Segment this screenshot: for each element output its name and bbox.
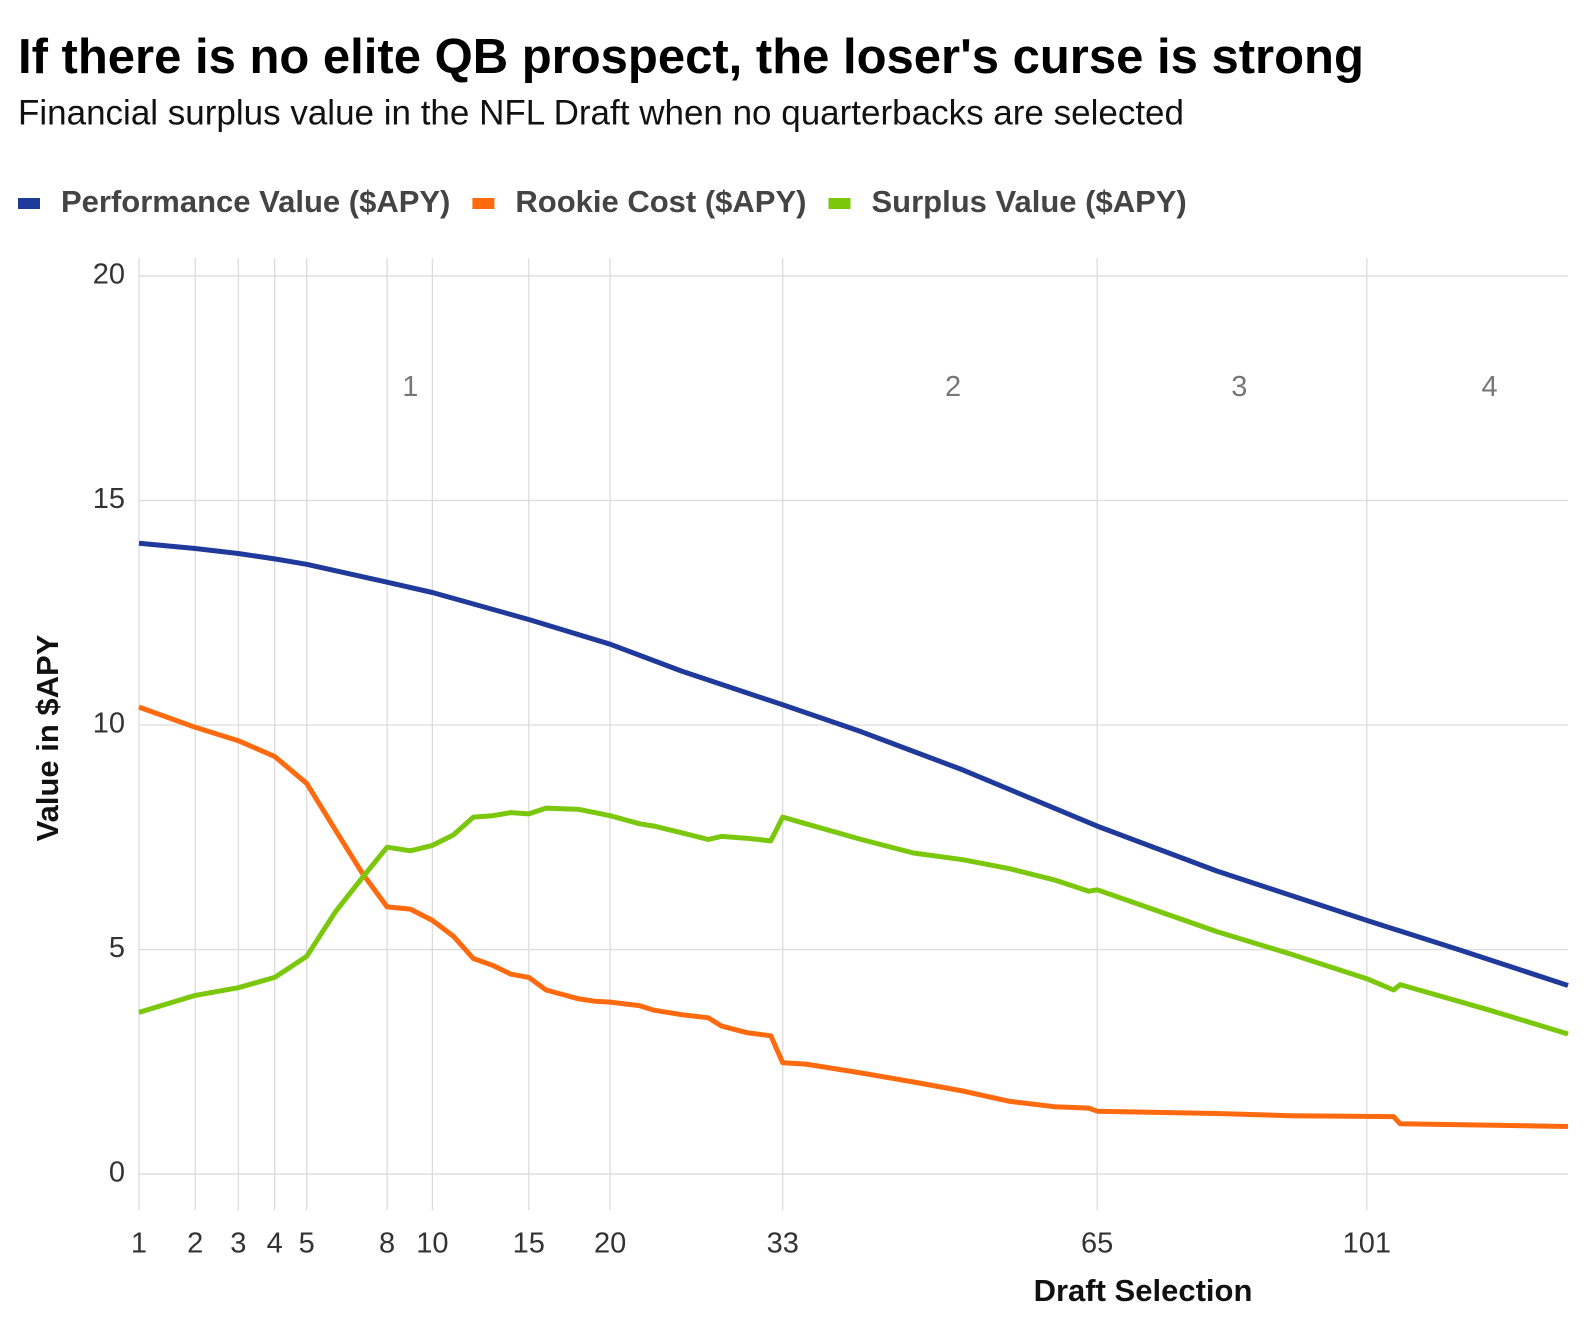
annotation: 3 xyxy=(1231,371,1247,403)
y-tick-label: 20 xyxy=(93,259,125,291)
legend-label: Rookie Cost ($APY) xyxy=(515,184,806,219)
x-tick-label: 33 xyxy=(767,1228,799,1260)
legend-label: Performance Value ($APY) xyxy=(61,184,450,219)
x-tick-label: 10 xyxy=(416,1228,448,1260)
line xyxy=(138,540,1569,988)
y-tick-label: 0 xyxy=(109,1157,125,1189)
legend-swatch xyxy=(18,198,40,209)
annotation: 4 xyxy=(1481,371,1497,403)
x-tick-label: 2 xyxy=(187,1228,203,1260)
legend-swatch xyxy=(472,198,495,209)
y-tick-label: 5 xyxy=(109,932,125,964)
x-tick-label: 4 xyxy=(267,1228,283,1260)
y-tick-label: 15 xyxy=(93,483,125,515)
chart-title: If there is no elite QB prospect, the lo… xyxy=(18,30,1364,84)
legend-swatch xyxy=(828,198,851,209)
annotation: 1 xyxy=(402,371,418,403)
x-tick-label: 65 xyxy=(1081,1228,1113,1260)
annotation: 2 xyxy=(945,371,961,403)
chart-subtitle: Financial surplus value in the NFL Draft… xyxy=(18,93,1184,132)
y-tick-label: 10 xyxy=(93,708,125,740)
x-axis-title: Draft Selection xyxy=(1034,1273,1253,1308)
x-tick-label: 3 xyxy=(230,1228,246,1260)
line xyxy=(138,704,1569,1129)
x-tick-label: 8 xyxy=(379,1228,395,1260)
legend-label: Surplus Value ($APY) xyxy=(872,184,1187,219)
x-tick-label: 15 xyxy=(513,1228,545,1260)
x-tick-label: 101 xyxy=(1343,1228,1391,1260)
y-axis-title: Value in $APY xyxy=(30,634,65,841)
x-tick-label: 1 xyxy=(131,1228,147,1260)
x-tick-label: 20 xyxy=(594,1228,626,1260)
x-tick-label: 5 xyxy=(299,1228,315,1260)
line xyxy=(138,805,1569,1037)
